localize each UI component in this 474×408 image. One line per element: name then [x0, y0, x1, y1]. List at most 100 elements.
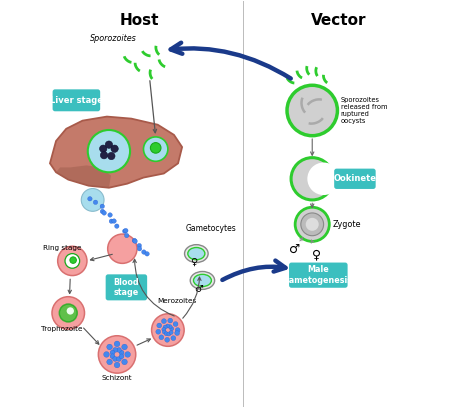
Circle shape [137, 243, 142, 248]
Circle shape [152, 314, 184, 346]
Text: Blood
stage: Blood stage [114, 278, 139, 297]
Circle shape [67, 307, 74, 315]
FancyBboxPatch shape [106, 274, 147, 300]
Circle shape [108, 152, 115, 160]
Circle shape [164, 332, 168, 336]
Circle shape [145, 252, 149, 256]
Circle shape [168, 325, 172, 329]
Text: Zygote: Zygote [333, 220, 361, 229]
Circle shape [122, 359, 128, 365]
Ellipse shape [188, 248, 205, 260]
Text: ♀: ♀ [190, 257, 197, 267]
Circle shape [59, 304, 77, 322]
Ellipse shape [190, 271, 215, 289]
Circle shape [156, 329, 161, 334]
Circle shape [81, 188, 104, 211]
Circle shape [132, 238, 137, 243]
Text: Vector: Vector [311, 13, 366, 28]
Circle shape [163, 325, 167, 329]
Circle shape [108, 213, 112, 217]
Circle shape [110, 350, 115, 355]
Circle shape [159, 335, 164, 340]
Circle shape [165, 324, 170, 328]
Circle shape [171, 336, 176, 341]
Text: Male
gametogenesis: Male gametogenesis [284, 266, 353, 285]
FancyBboxPatch shape [334, 169, 376, 189]
Circle shape [165, 337, 170, 342]
Circle shape [88, 130, 130, 172]
Circle shape [170, 327, 174, 331]
Circle shape [291, 157, 333, 200]
Circle shape [100, 209, 105, 214]
Circle shape [105, 141, 113, 148]
Circle shape [125, 352, 130, 357]
Text: ♂: ♂ [194, 284, 203, 294]
Text: Gametocytes: Gametocytes [185, 224, 236, 233]
Circle shape [125, 233, 129, 238]
Circle shape [137, 246, 142, 251]
FancyBboxPatch shape [289, 263, 347, 288]
Circle shape [122, 229, 127, 233]
Circle shape [108, 234, 137, 264]
Circle shape [162, 319, 166, 324]
Circle shape [93, 200, 98, 204]
Text: Ring stage: Ring stage [43, 245, 81, 251]
Ellipse shape [193, 274, 211, 286]
Polygon shape [50, 117, 182, 188]
Text: ♂: ♂ [289, 243, 301, 256]
FancyBboxPatch shape [53, 89, 100, 111]
Circle shape [88, 197, 92, 201]
Circle shape [114, 362, 120, 368]
Text: Ookinete: Ookinete [333, 174, 376, 183]
Circle shape [175, 328, 180, 333]
Circle shape [175, 330, 180, 335]
Circle shape [117, 348, 121, 353]
Circle shape [122, 344, 128, 350]
Circle shape [107, 344, 112, 350]
Text: Sporozoites
released from
ruptured
oocysts: Sporozoites released from ruptured oocys… [341, 97, 387, 124]
Circle shape [306, 218, 319, 231]
Circle shape [133, 239, 137, 244]
Circle shape [150, 143, 161, 153]
Circle shape [162, 330, 166, 334]
Circle shape [100, 151, 108, 159]
Ellipse shape [184, 245, 208, 263]
Circle shape [162, 327, 166, 331]
Text: Schizont: Schizont [102, 375, 132, 381]
Circle shape [167, 332, 171, 336]
Circle shape [142, 250, 146, 254]
Polygon shape [56, 165, 111, 188]
Circle shape [113, 357, 118, 361]
Circle shape [52, 297, 84, 329]
Circle shape [111, 145, 118, 152]
Circle shape [301, 213, 324, 236]
Circle shape [117, 357, 121, 361]
Circle shape [114, 341, 120, 347]
Circle shape [119, 354, 124, 359]
Circle shape [110, 354, 115, 359]
Text: Sporozoites: Sporozoites [90, 34, 137, 43]
Circle shape [112, 219, 116, 223]
Circle shape [113, 348, 118, 353]
Circle shape [144, 137, 168, 161]
Circle shape [168, 318, 173, 323]
Circle shape [58, 246, 87, 275]
Circle shape [104, 352, 109, 357]
Circle shape [109, 219, 114, 224]
Circle shape [169, 330, 173, 335]
Circle shape [295, 207, 329, 242]
Text: Merozoites: Merozoites [158, 298, 197, 304]
Circle shape [107, 359, 112, 365]
Circle shape [102, 211, 106, 215]
Circle shape [124, 228, 128, 233]
Circle shape [119, 350, 124, 355]
Circle shape [65, 254, 80, 268]
Circle shape [157, 323, 162, 328]
Text: Host: Host [119, 13, 159, 28]
Circle shape [307, 162, 340, 195]
Circle shape [98, 336, 136, 373]
Circle shape [100, 145, 107, 152]
Text: ♀: ♀ [312, 248, 321, 261]
Circle shape [100, 204, 104, 208]
Circle shape [287, 85, 337, 136]
